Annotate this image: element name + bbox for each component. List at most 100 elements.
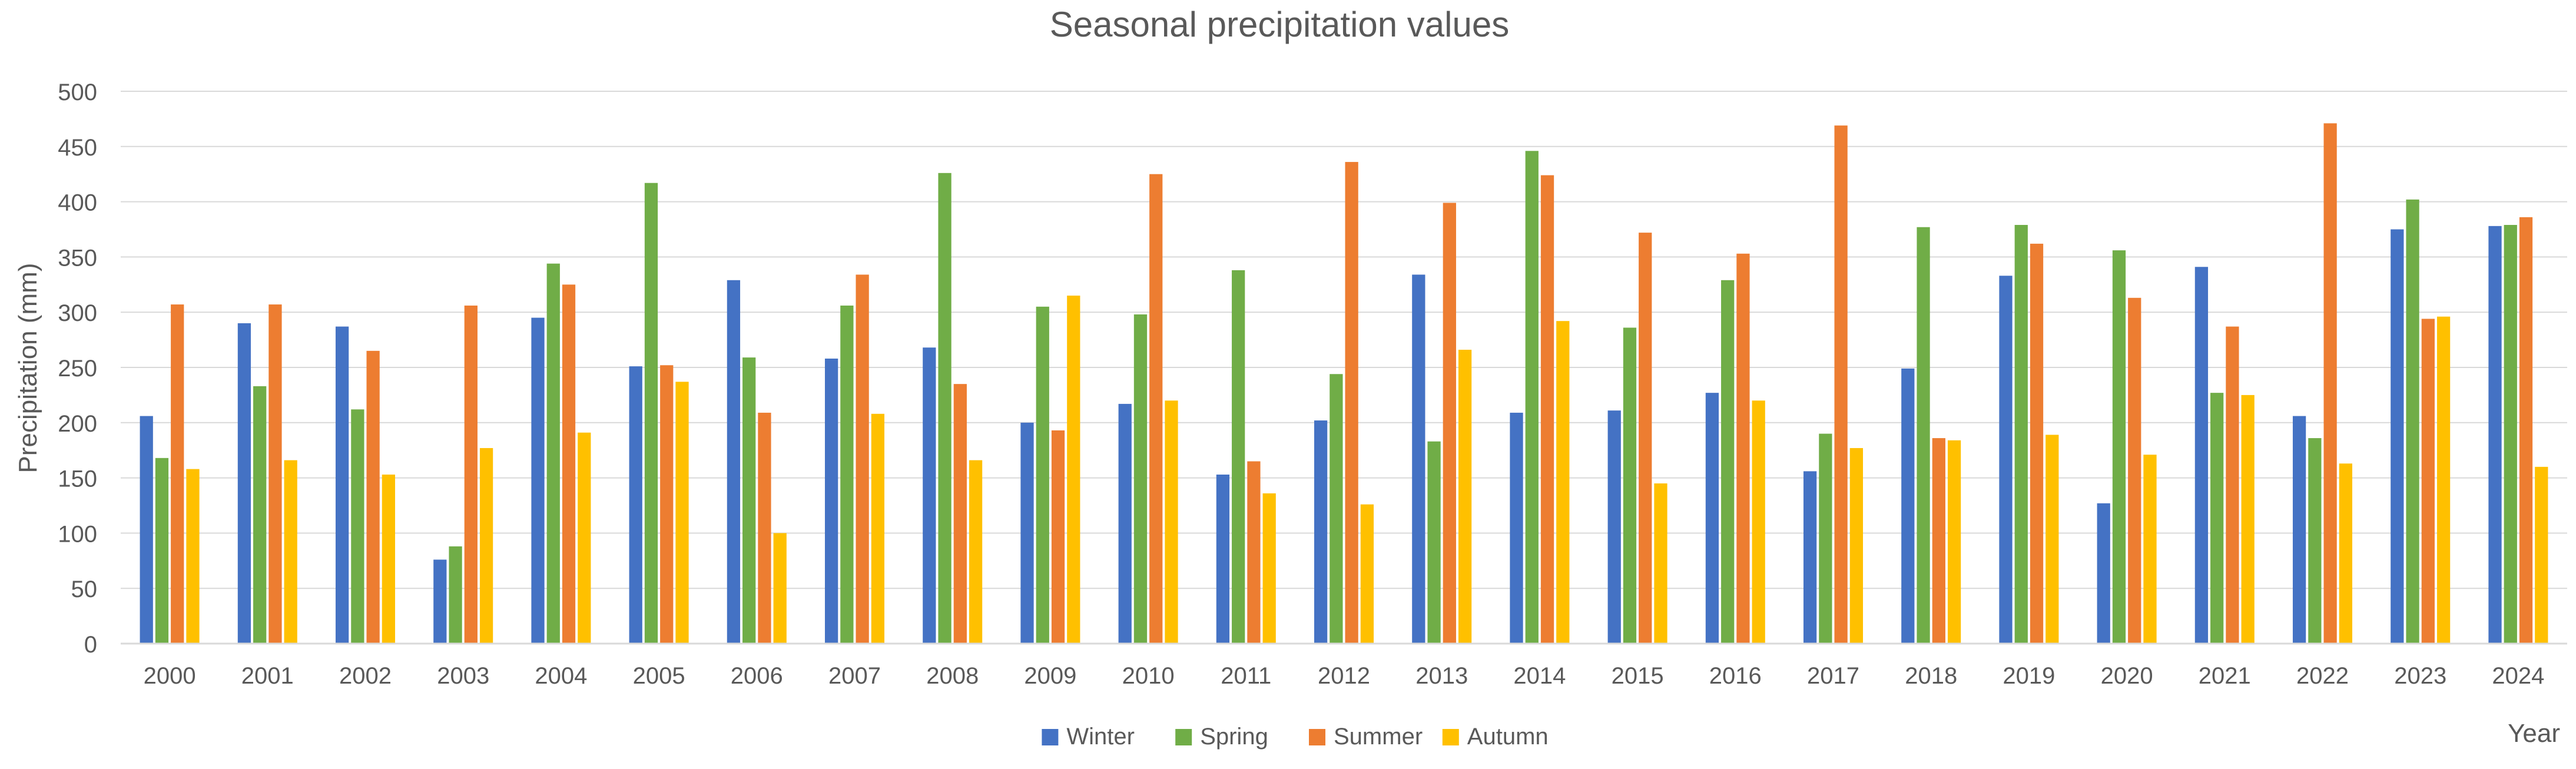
bar-spring-2003[interactable]: Spring 2003: 88 xyxy=(449,546,462,644)
bar-spring-2007[interactable]: Spring 2007: 306 xyxy=(840,305,854,644)
bar-summer-2019[interactable]: Summer 2019: 362 xyxy=(2030,243,2044,644)
bar-autumn-2022[interactable]: Autumn 2022: 163 xyxy=(2339,463,2353,644)
bar-summer-2003[interactable]: Summer 2003: 306 xyxy=(464,305,478,644)
bar-autumn-2007[interactable]: Autumn 2007: 208 xyxy=(871,413,885,644)
bar-summer-2014[interactable]: Summer 2014: 424 xyxy=(1540,175,1554,644)
bar-winter-2022[interactable]: Winter 2022: 206 xyxy=(2292,416,2306,644)
bar-autumn-2003[interactable]: Autumn 2003: 177 xyxy=(479,448,493,644)
bar-winter-2015[interactable]: Winter 2015: 211 xyxy=(1607,410,1621,644)
bar-summer-2017[interactable]: Summer 2017: 469 xyxy=(1834,125,1848,644)
bar-summer-2001[interactable]: Summer 2001: 307 xyxy=(268,304,282,644)
bar-spring-2018[interactable]: Spring 2018: 377 xyxy=(1917,227,1930,644)
bar-winter-2005[interactable]: Winter 2005: 251 xyxy=(629,366,642,644)
bar-summer-2022[interactable]: Summer 2022: 471 xyxy=(2323,123,2337,644)
bar-autumn-2008[interactable]: Autumn 2008: 166 xyxy=(969,460,983,644)
bar-autumn-2009[interactable]: Autumn 2009: 315 xyxy=(1067,296,1080,644)
legend-item-summer[interactable]: Summer xyxy=(1309,724,1423,750)
bar-spring-2017[interactable]: Spring 2017: 190 xyxy=(1819,433,1832,644)
bar-winter-2009[interactable]: Winter 2009: 200 xyxy=(1020,422,1034,644)
bar-spring-2011[interactable]: Spring 2011: 338 xyxy=(1232,270,1245,644)
bar-summer-2002[interactable]: Summer 2002: 265 xyxy=(366,350,380,644)
bar-winter-2006[interactable]: Winter 2006: 329 xyxy=(727,280,741,644)
bar-autumn-2001[interactable]: Autumn 2001: 166 xyxy=(284,460,297,644)
bar-summer-2020[interactable]: Summer 2020: 313 xyxy=(2128,297,2141,644)
bar-autumn-2014[interactable]: Autumn 2014: 292 xyxy=(1556,321,1570,644)
bar-summer-2023[interactable]: Summer 2023: 294 xyxy=(2421,319,2435,644)
bar-winter-2013[interactable]: Winter 2013: 334 xyxy=(1412,274,1425,644)
bar-winter-2012[interactable]: Winter 2012: 202 xyxy=(1314,420,1328,644)
bar-autumn-2011[interactable]: Autumn 2011: 136 xyxy=(1262,493,1276,644)
bar-spring-2012[interactable]: Spring 2012: 244 xyxy=(1330,374,1343,644)
bar-spring-2014[interactable]: Spring 2014: 446 xyxy=(1525,151,1539,644)
bar-spring-2010[interactable]: Spring 2010: 298 xyxy=(1133,314,1148,644)
bar-winter-2023[interactable]: Winter 2023: 375 xyxy=(2391,229,2404,644)
bar-autumn-2015[interactable]: Autumn 2015: 145 xyxy=(1654,483,1667,644)
bar-winter-2011[interactable]: Winter 2011: 153 xyxy=(1216,474,1230,644)
bar-summer-2000[interactable]: Summer 2000: 307 xyxy=(171,304,184,644)
bar-winter-2008[interactable]: Winter 2008: 268 xyxy=(923,347,936,644)
bar-winter-2014[interactable]: Winter 2014: 209 xyxy=(1510,412,1523,644)
bar-spring-2002[interactable]: Spring 2002: 212 xyxy=(351,409,364,644)
bar-winter-2003[interactable]: Winter 2003: 76 xyxy=(433,559,447,644)
legend-item-winter[interactable]: Winter xyxy=(1042,724,1135,750)
bar-summer-2007[interactable]: Summer 2007: 334 xyxy=(856,274,869,644)
bar-summer-2013[interactable]: Summer 2013: 399 xyxy=(1443,203,1456,644)
legend-item-autumn[interactable]: Autumn xyxy=(1442,724,1549,750)
bar-summer-2008[interactable]: Summer 2008: 235 xyxy=(953,384,967,644)
bar-winter-2004[interactable]: Winter 2004: 295 xyxy=(531,317,545,644)
bar-winter-2002[interactable]: Winter 2002: 287 xyxy=(335,326,349,644)
bar-spring-2022[interactable]: Spring 2022: 186 xyxy=(2308,438,2322,644)
bar-spring-2016[interactable]: Spring 2016: 329 xyxy=(1721,280,1735,644)
bar-autumn-2012[interactable]: Autumn 2012: 126 xyxy=(1360,504,1374,644)
legend-item-spring[interactable]: Spring xyxy=(1175,724,1268,750)
bar-autumn-2017[interactable]: Autumn 2017: 177 xyxy=(1849,448,1864,644)
bar-summer-2012[interactable]: Summer 2012: 436 xyxy=(1345,162,1358,644)
bar-autumn-2004[interactable]: Autumn 2004: 191 xyxy=(578,432,591,644)
bar-winter-2019[interactable]: Winter 2019: 333 xyxy=(1999,276,2013,644)
bar-spring-2013[interactable]: Spring 2013: 183 xyxy=(1427,441,1441,644)
bar-autumn-2005[interactable]: Autumn 2005: 237 xyxy=(675,382,689,644)
bar-spring-2019[interactable]: Spring 2019: 379 xyxy=(2014,224,2028,644)
bar-autumn-2006[interactable]: Autumn 2006: 100 xyxy=(773,533,787,644)
bar-spring-2001[interactable]: Spring 2001: 233 xyxy=(253,386,267,644)
bar-autumn-2019[interactable]: Autumn 2019: 189 xyxy=(2045,435,2059,644)
bar-autumn-2021[interactable]: Autumn 2021: 225 xyxy=(2241,395,2255,644)
bar-summer-2016[interactable]: Summer 2016: 353 xyxy=(1736,253,1750,644)
bar-summer-2004[interactable]: Summer 2004: 325 xyxy=(562,284,576,644)
bar-spring-2000[interactable]: Spring 2000: 168 xyxy=(155,458,169,644)
bar-winter-2000[interactable]: Winter 2000: 206 xyxy=(140,416,153,644)
bar-spring-2009[interactable]: Spring 2009: 305 xyxy=(1036,306,1049,644)
bar-summer-2006[interactable]: Summer 2006: 209 xyxy=(758,412,771,644)
bar-spring-2008[interactable]: Spring 2008: 426 xyxy=(938,173,952,644)
bar-summer-2015[interactable]: Summer 2015: 372 xyxy=(1639,233,1652,644)
bar-spring-2021[interactable]: Spring 2021: 227 xyxy=(2210,393,2224,644)
bar-winter-2017[interactable]: Winter 2017: 156 xyxy=(1803,471,1817,644)
bar-winter-2001[interactable]: Winter 2001: 290 xyxy=(237,323,251,644)
bar-autumn-2018[interactable]: Autumn 2018: 184 xyxy=(1947,440,1961,644)
bar-autumn-2023[interactable]: Autumn 2023: 296 xyxy=(2436,316,2451,644)
bar-winter-2010[interactable]: Winter 2010: 217 xyxy=(1118,403,1132,644)
bar-summer-2021[interactable]: Summer 2021: 287 xyxy=(2226,326,2239,644)
bar-spring-2024[interactable]: Spring 2024: 379 xyxy=(2504,224,2517,644)
bar-autumn-2020[interactable]: Autumn 2020: 171 xyxy=(2143,455,2157,644)
bar-autumn-2013[interactable]: Autumn 2013: 266 xyxy=(1458,349,1472,644)
bar-spring-2006[interactable]: Spring 2006: 259 xyxy=(742,357,756,644)
bar-summer-2018[interactable]: Summer 2018: 186 xyxy=(1932,438,1945,644)
bar-winter-2018[interactable]: Winter 2018: 249 xyxy=(1901,368,1915,644)
bar-autumn-2000[interactable]: Autumn 2000: 158 xyxy=(186,469,200,644)
bar-spring-2020[interactable]: Spring 2020: 356 xyxy=(2112,250,2126,644)
bar-spring-2005[interactable]: Spring 2005: 417 xyxy=(644,183,658,644)
bar-summer-2010[interactable]: Summer 2010: 425 xyxy=(1149,174,1163,644)
bar-summer-2005[interactable]: Summer 2005: 252 xyxy=(660,365,674,644)
bar-summer-2011[interactable]: Summer 2011: 165 xyxy=(1247,461,1261,644)
bar-spring-2015[interactable]: Spring 2015: 286 xyxy=(1623,327,1637,644)
bar-winter-2024[interactable]: Winter 2024: 378 xyxy=(2488,226,2502,644)
bar-winter-2016[interactable]: Winter 2016: 227 xyxy=(1705,393,1719,644)
bar-spring-2023[interactable]: Spring 2023: 402 xyxy=(2406,199,2419,644)
bar-autumn-2010[interactable]: Autumn 2010: 220 xyxy=(1165,400,1178,644)
bar-winter-2007[interactable]: Winter 2007: 258 xyxy=(824,358,838,644)
bar-autumn-2002[interactable]: Autumn 2002: 153 xyxy=(382,474,396,644)
bar-winter-2021[interactable]: Winter 2021: 341 xyxy=(2194,267,2209,644)
bar-summer-2024[interactable]: Summer 2024: 386 xyxy=(2519,217,2533,644)
bar-winter-2020[interactable]: Winter 2020: 127 xyxy=(2097,503,2110,644)
